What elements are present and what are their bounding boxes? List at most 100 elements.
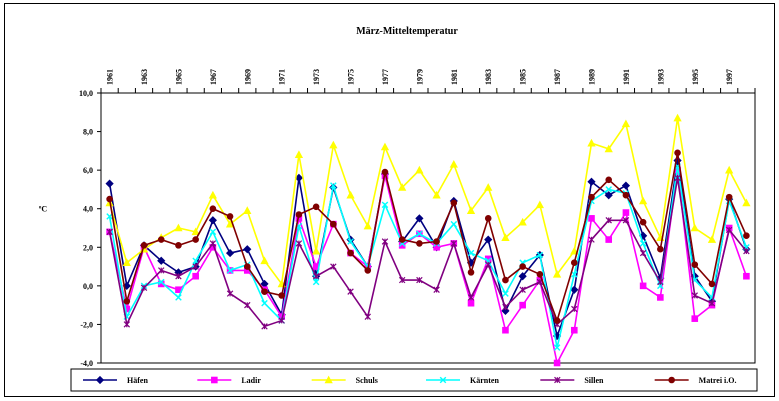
data-point-circle <box>467 269 475 276</box>
data-point-circle <box>519 263 526 270</box>
data-point-star <box>347 288 354 295</box>
data-point-triangle <box>324 375 333 384</box>
data-point-x <box>450 220 458 228</box>
data-point-square <box>588 215 595 222</box>
data-point-triangle <box>690 223 699 232</box>
series-line <box>108 166 748 348</box>
data-point-x-stroke <box>226 267 234 274</box>
data-point-triangle <box>604 144 613 153</box>
data-point-star <box>588 236 595 243</box>
data-point-square <box>192 272 199 280</box>
data-point-star <box>364 313 371 320</box>
x-tick-label: 1965 <box>174 69 183 85</box>
legend-item: Matrei i.O. <box>654 376 737 385</box>
data-point-x <box>536 251 544 259</box>
data-point-circle <box>312 203 320 211</box>
data-point-star <box>605 217 612 224</box>
data-point-triangle <box>587 138 596 147</box>
data-point-triangle <box>294 150 304 159</box>
data-point-star <box>123 321 131 328</box>
data-point-triangle <box>518 217 527 226</box>
data-point-triangle <box>174 223 183 232</box>
legend: Häfen Ladir Schuls Kärnten Sillen Matrei i.O. <box>70 368 758 392</box>
data-point-circle <box>226 213 234 220</box>
data-point-circle <box>398 236 406 243</box>
y-tick-label: 2,0 <box>83 243 93 252</box>
x-tick-label: 1977 <box>381 69 390 85</box>
data-point-square <box>211 376 218 384</box>
plot-border <box>100 92 756 364</box>
data-point-circle <box>674 149 681 157</box>
data-point-star <box>192 263 199 270</box>
data-point-triangle <box>346 190 355 199</box>
data-point-square <box>657 294 664 301</box>
data-point-square <box>570 326 578 334</box>
y-tick-label: 4,0 <box>83 205 93 214</box>
data-point-circle <box>106 195 113 203</box>
data-point-diamond <box>415 214 424 223</box>
y-tick-label: 0,0 <box>83 282 93 291</box>
data-point-triangle <box>484 183 493 191</box>
y-axis-label: ºC <box>39 205 48 214</box>
data-point-x-stroke <box>209 228 217 236</box>
y-tick-label: -4,0 <box>80 359 93 368</box>
legend-item: Schuls <box>311 375 378 385</box>
data-point-triangle <box>243 206 252 214</box>
data-point-star <box>708 299 716 307</box>
series-line <box>108 160 748 339</box>
x-tick-label: 1979 <box>415 69 424 85</box>
legend-box <box>70 368 758 392</box>
data-point-circle <box>708 280 716 288</box>
data-point-circle <box>261 288 268 295</box>
data-point-x-stroke <box>192 257 199 265</box>
data-point-x <box>175 294 182 301</box>
data-point-circle <box>657 245 664 253</box>
data-point-triangle <box>311 246 321 255</box>
x-tick-label: 1967 <box>209 69 218 85</box>
data-point-diamond <box>157 256 166 265</box>
data-point-circle <box>605 176 613 184</box>
data-point-star <box>158 267 165 274</box>
data-point-triangle <box>191 227 200 236</box>
data-point-triangle <box>225 219 235 228</box>
data-point-x-stroke <box>295 222 303 230</box>
data-point-circle <box>157 236 165 243</box>
data-point-star <box>226 290 234 297</box>
data-point-circle <box>123 297 131 305</box>
data-point-square <box>467 299 475 307</box>
data-point-x-stroke <box>536 251 544 259</box>
data-point-circle <box>691 261 699 268</box>
x-tick-label: 1963 <box>140 69 149 85</box>
data-point-x-stroke <box>175 294 182 301</box>
legend-label: Häfen <box>127 376 148 385</box>
data-point-star <box>743 247 750 255</box>
x-tick-label: 1987 <box>553 69 562 85</box>
chart-title: März-Mitteltemperatur <box>356 26 458 37</box>
data-point-star <box>674 174 681 182</box>
data-point-circle <box>347 249 354 257</box>
data-point-diamond <box>95 375 105 385</box>
data-point-circle <box>725 193 733 201</box>
x-tick-label: 1975 <box>347 69 356 85</box>
data-point-circle <box>330 220 337 228</box>
y-tick-label: 8,0 <box>83 128 93 137</box>
data-point-x <box>553 344 561 351</box>
data-point-triangle <box>449 160 458 168</box>
legend-item: Kärnten <box>426 376 499 385</box>
data-point-diamond <box>243 245 252 254</box>
data-point-square <box>691 315 699 322</box>
data-point-triangle <box>398 183 407 191</box>
data-point-x-stroke <box>605 186 613 193</box>
data-point-x <box>439 376 447 384</box>
data-point-triangle <box>260 256 269 265</box>
data-point-triangle <box>725 165 734 174</box>
data-point-star <box>657 278 664 286</box>
data-point-x-stroke <box>312 278 320 286</box>
data-point-star <box>278 317 285 324</box>
data-point-square <box>502 326 509 334</box>
legend-item: Häfen <box>83 375 148 385</box>
data-point-circle <box>295 211 303 218</box>
x-tick-label: 1985 <box>519 69 528 85</box>
data-point-x-stroke <box>570 270 578 278</box>
data-point-star <box>467 294 475 301</box>
